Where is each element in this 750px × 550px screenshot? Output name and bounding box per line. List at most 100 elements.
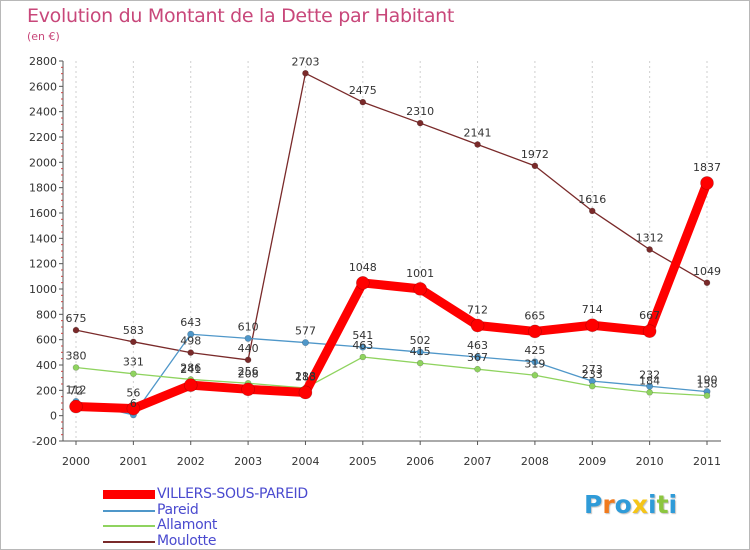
x-tick-label: 2007: [464, 455, 492, 468]
data-label-allamont: 367: [467, 351, 488, 364]
series-line-moulotte: [75, 72, 708, 361]
data-point-villers-sous-pareid: [585, 318, 600, 333]
x-tick-label: 2000: [62, 455, 90, 468]
data-label-allamont: 184: [639, 374, 660, 387]
series-line-villers-sous-pareid: [71, 178, 712, 414]
y-tick-label: 1800: [29, 182, 57, 195]
data-point-moulotte: [130, 338, 137, 346]
data-label-allamont: 380: [66, 350, 87, 363]
y-tick-label: 1000: [29, 283, 57, 296]
x-tick-label: 2008: [521, 455, 549, 468]
data-label-pareid: 643: [180, 316, 201, 329]
data-label-villers-sous-pareid: 1001: [406, 267, 434, 280]
data-label-pareid: 190: [697, 374, 718, 387]
data-point-moulotte: [244, 356, 252, 364]
data-label-villers-sous-pareid: 1837: [693, 161, 721, 174]
legend-swatch: [103, 490, 155, 499]
data-point-villers-sous-pareid: [183, 378, 198, 392]
data-label-moulotte: 498: [180, 335, 201, 348]
data-point-moulotte: [703, 279, 711, 287]
data-label-moulotte: 2703: [291, 55, 319, 68]
data-label-allamont: 256: [238, 365, 259, 378]
data-point-pareid: [416, 348, 424, 356]
data-point-pareid: [359, 343, 367, 351]
x-tick-label: 2006: [406, 455, 434, 468]
data-label-villers-sous-pareid: 56: [126, 387, 140, 400]
logo-letter: t: [656, 490, 669, 519]
data-label-moulotte: 1312: [636, 231, 664, 244]
data-point-allamont: [646, 389, 653, 396]
data-point-villers-sous-pareid: [298, 385, 313, 400]
data-label-pareid: 463: [467, 339, 488, 352]
data-point-moulotte: [359, 98, 367, 106]
data-label-moulotte: 440: [238, 342, 259, 355]
data-label-villers-sous-pareid: 712: [467, 303, 488, 316]
legend-label: Pareid: [157, 501, 199, 518]
data-point-allamont: [72, 364, 80, 371]
data-label-villers-sous-pareid: 714: [582, 303, 603, 316]
data-point-moulotte: [72, 326, 80, 334]
x-tick-label: 2004: [291, 455, 319, 468]
data-point-villers-sous-pareid: [642, 324, 657, 338]
data-point-pareid: [474, 353, 482, 361]
legend-label: VILLERS-SOUS-PAREID: [157, 486, 308, 502]
data-label-moulotte: 675: [66, 312, 87, 325]
data-label-villers-sous-pareid: 208: [238, 367, 259, 380]
data-point-villers-sous-pareid: [356, 276, 370, 290]
y-tick-label: 2400: [29, 106, 57, 119]
chart-title: Evolution du Montant de la Dette par Hab…: [27, 5, 455, 27]
data-label-villers-sous-pareid: 667: [639, 309, 660, 322]
data-point-moulotte: [187, 349, 195, 356]
data-point-allamont: [703, 392, 711, 399]
y-tick-label: 400: [36, 359, 57, 372]
data-point-moulotte: [416, 119, 424, 127]
series-line-allamont: [75, 356, 708, 397]
data-point-villers-sous-pareid: [126, 401, 141, 416]
data-label-allamont: 463: [352, 339, 373, 352]
data-point-pareid: [301, 339, 309, 347]
data-point-villers-sous-pareid: [528, 324, 542, 339]
legend-swatch: [103, 509, 155, 512]
data-label-moulotte: 1049: [693, 265, 721, 278]
data-label-pareid: 6: [130, 397, 137, 410]
data-label-villers-sous-pareid: 665: [524, 309, 545, 322]
data-label-villers-sous-pareid: 241: [180, 363, 201, 376]
x-tick-label: 2002: [177, 455, 205, 468]
data-label-villers-sous-pareid: 183: [295, 370, 316, 383]
proxiti-logo: Proxiti: [584, 490, 677, 519]
data-label-moulotte: 2141: [464, 126, 492, 139]
data-label-moulotte: 1616: [578, 193, 606, 206]
data-label-allamont: 415: [410, 345, 431, 358]
data-point-allamont: [531, 371, 539, 379]
x-tick-label: 2011: [693, 455, 721, 468]
data-point-villers-sous-pareid: [700, 176, 714, 190]
data-point-allamont: [474, 365, 481, 373]
logo-letter: i: [648, 490, 657, 519]
y-tick-label: 1400: [29, 232, 57, 245]
y-tick-label: 600: [36, 334, 57, 347]
data-point-allamont: [588, 382, 596, 390]
chart-unit-label: (en €): [27, 30, 60, 43]
y-tick-label: 800: [36, 308, 57, 321]
data-point-pareid: [531, 358, 539, 366]
data-label-pareid: 232: [639, 368, 660, 381]
data-point-pareid: [244, 334, 252, 342]
y-tick-label: 2600: [29, 80, 57, 93]
legend-swatch: [103, 525, 155, 527]
data-point-villers-sous-pareid: [241, 382, 255, 397]
data-label-pareid: 541: [352, 329, 373, 342]
data-label-pareid: 577: [295, 325, 316, 338]
data-point-moulotte: [302, 69, 309, 77]
data-label-pareid: 273: [582, 363, 603, 376]
data-point-allamont: [359, 353, 367, 361]
data-label-allamont: 286: [180, 361, 201, 374]
data-point-moulotte: [646, 246, 653, 253]
legend-label: Allamont: [157, 517, 218, 533]
data-point-moulotte: [531, 162, 539, 170]
data-label-allamont: 233: [582, 368, 603, 381]
x-tick-label: 2009: [578, 455, 606, 468]
series-line-pareid: [75, 333, 708, 416]
y-tick-label: 200: [36, 384, 57, 397]
legend-label: Moulotte: [157, 532, 217, 549]
